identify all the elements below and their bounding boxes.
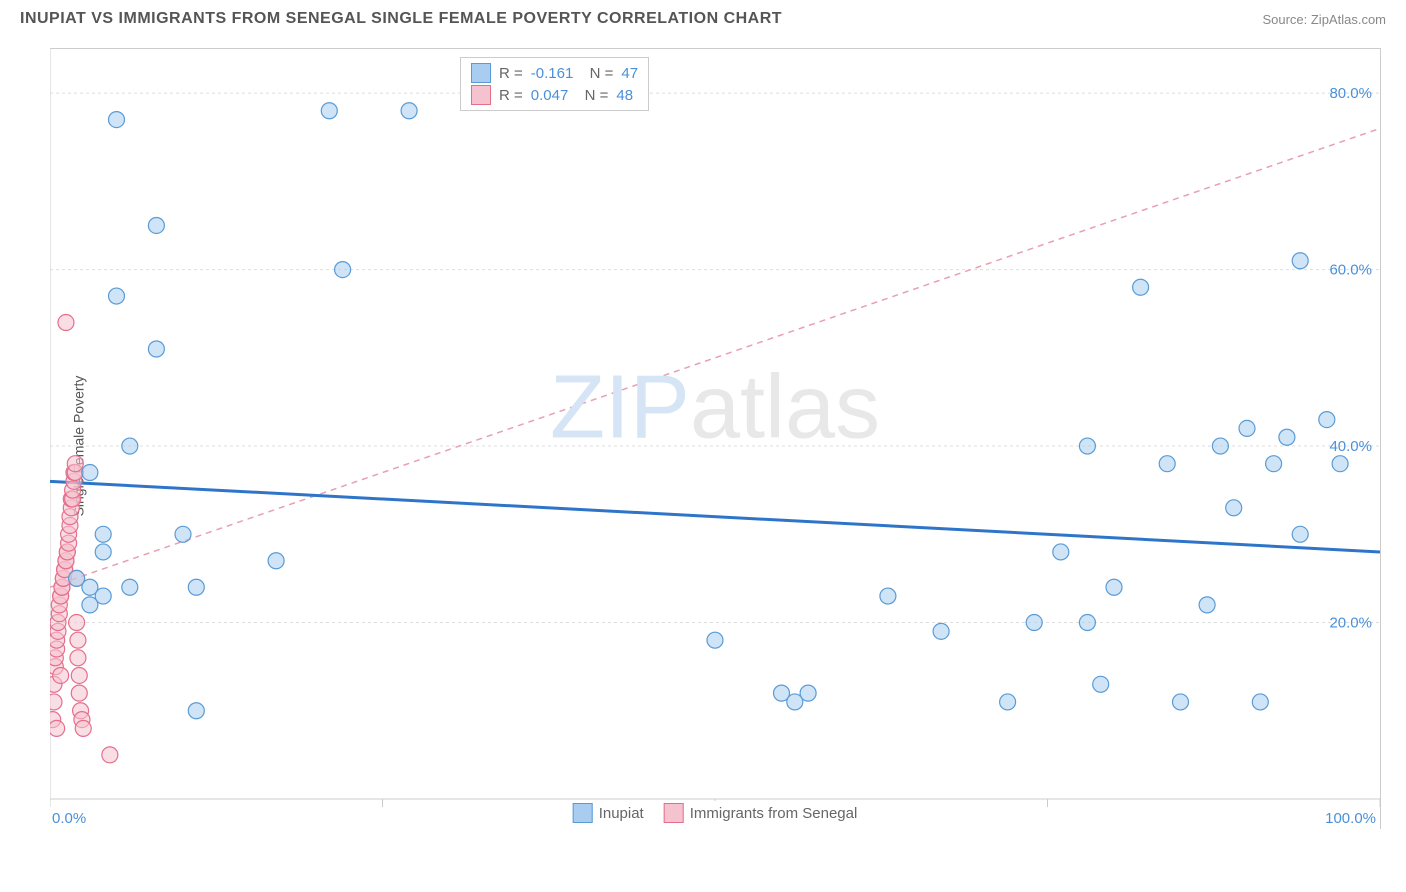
legend-item-1: Inupiat bbox=[573, 803, 644, 823]
x-axis-max: 100.0% bbox=[1325, 810, 1376, 827]
series-legend: Inupiat Immigrants from Senegal bbox=[567, 801, 864, 825]
swatch-series-2 bbox=[471, 85, 491, 105]
svg-text:60.0%: 60.0% bbox=[1329, 262, 1372, 279]
swatch-series-1 bbox=[471, 63, 491, 83]
chart-title: INUPIAT VS IMMIGRANTS FROM SENEGAL SINGL… bbox=[20, 10, 782, 28]
n-label: N = bbox=[581, 65, 613, 82]
correlation-legend: R = -0.161 N = 47 R = 0.047 N = 48 bbox=[460, 57, 649, 111]
header: INUPIAT VS IMMIGRANTS FROM SENEGAL SINGL… bbox=[20, 10, 1386, 28]
svg-text:20.0%: 20.0% bbox=[1329, 615, 1372, 632]
n-value-1: 47 bbox=[621, 65, 638, 82]
r-label: R = bbox=[499, 87, 523, 104]
r-label: R = bbox=[499, 65, 523, 82]
svg-text:80.0%: 80.0% bbox=[1329, 85, 1372, 102]
x-axis-min: 0.0% bbox=[52, 810, 86, 827]
chart-area: 20.0%40.0%60.0%80.0% ZIPatlas R = -0.161… bbox=[50, 48, 1381, 829]
r-value-2: 0.047 bbox=[531, 87, 569, 104]
n-value-2: 48 bbox=[616, 87, 633, 104]
legend-row-1: R = -0.161 N = 47 bbox=[471, 62, 638, 84]
legend-label-1: Inupiat bbox=[599, 805, 644, 822]
swatch-icon bbox=[664, 803, 684, 823]
scatter-plot: 20.0% 40.0% 60.0% 80.0% bbox=[50, 49, 1380, 829]
legend-row-2: R = 0.047 N = 48 bbox=[471, 84, 638, 106]
source-label: Source: ZipAtlas.com bbox=[1262, 12, 1386, 27]
svg-text:40.0%: 40.0% bbox=[1329, 438, 1372, 455]
r-value-1: -0.161 bbox=[531, 65, 574, 82]
n-label: N = bbox=[576, 87, 608, 104]
legend-item-2: Immigrants from Senegal bbox=[664, 803, 858, 823]
legend-label-2: Immigrants from Senegal bbox=[690, 805, 858, 822]
swatch-icon bbox=[573, 803, 593, 823]
